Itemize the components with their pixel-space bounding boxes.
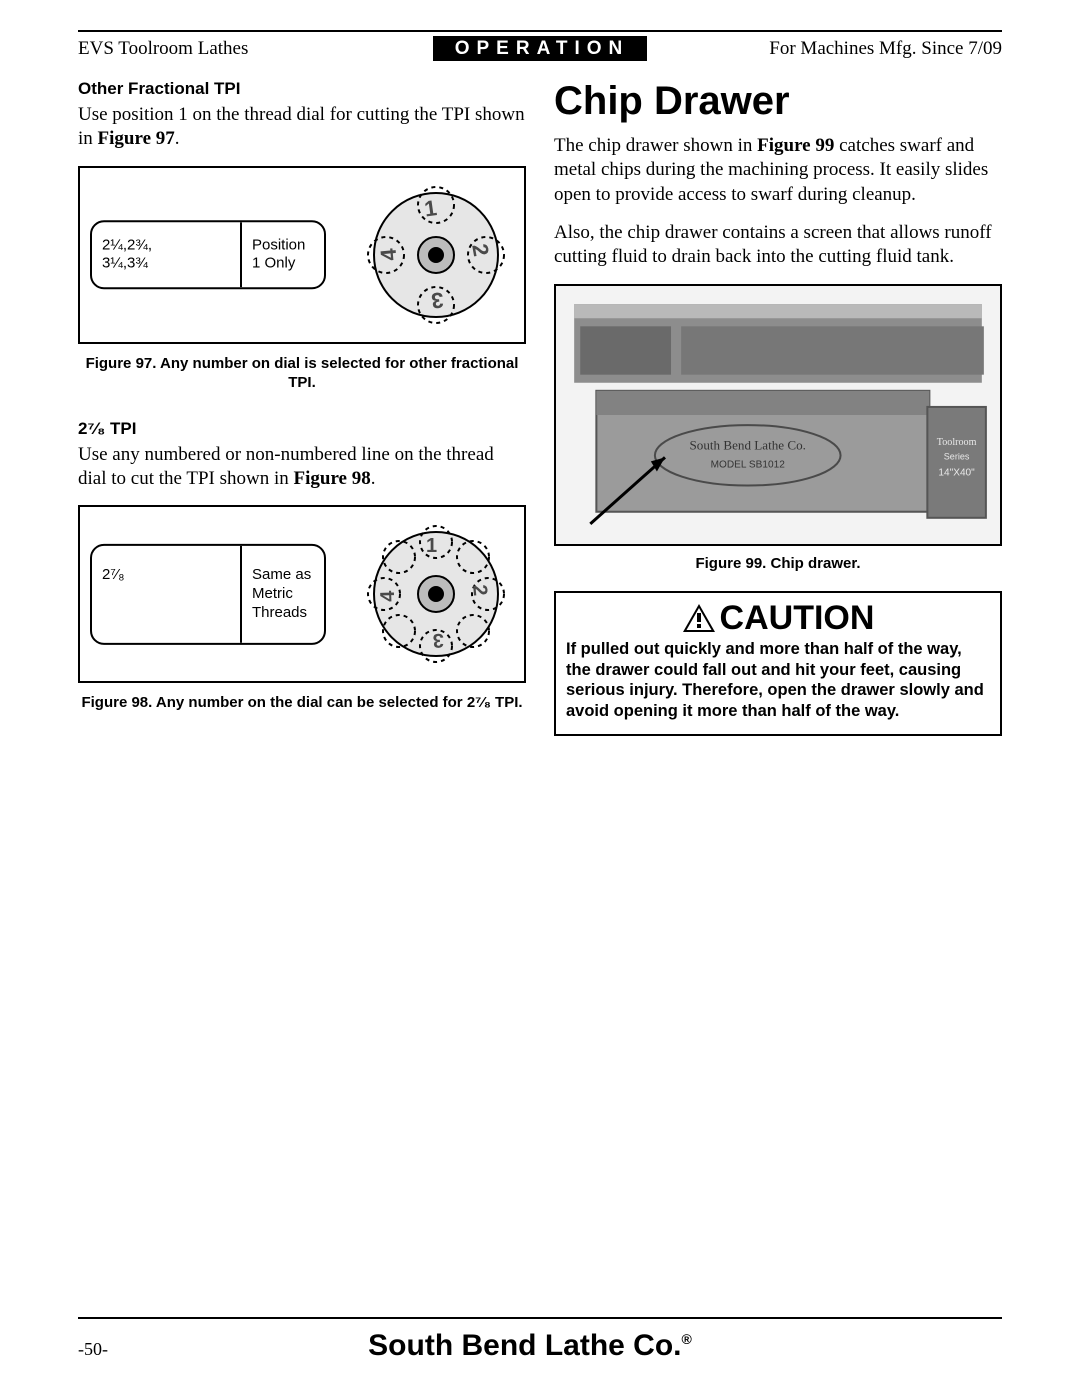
figure-98-caption: Figure 98. Any number on the dial can be…: [78, 693, 526, 713]
text: Same as: [252, 566, 311, 583]
table-cell: 2⁷⁄₈: [92, 546, 242, 642]
text: .: [175, 128, 180, 149]
text: Use any numbered or non-numbered line on…: [78, 444, 494, 489]
header-left: EVS Toolroom Lathes: [78, 38, 433, 60]
page-number: -50-: [78, 1339, 108, 1360]
right-column: Chip Drawer The chip drawer shown in Fig…: [554, 79, 1002, 739]
svg-text:2: 2: [468, 584, 491, 597]
paragraph-chip-2: Also, the chip drawer contains a screen …: [554, 221, 1002, 270]
brand-text: South Bend Lathe Co.: [368, 1329, 681, 1362]
section-title: Chip Drawer: [554, 79, 1002, 124]
header-right: For Machines Mfg. Since 7/09: [647, 38, 1002, 60]
dial-icon: 1 2 3 4: [356, 175, 516, 335]
text: 3¼,3¾: [102, 255, 148, 272]
text: Threads: [252, 604, 307, 621]
svg-text:4: 4: [377, 590, 399, 603]
header-center: OPERATION: [433, 36, 648, 61]
text: 1 Only: [252, 255, 295, 272]
figure-97: 2¼,2¾, 3¼,3¾ Position 1 Only: [78, 166, 526, 344]
table-cell: Same as Metric Threads: [242, 546, 324, 642]
page-header: EVS Toolroom Lathes OPERATION For Machin…: [78, 36, 1002, 61]
figure-99-photo: South Bend Lathe Co. MODEL SB1012 Toolro…: [554, 284, 1002, 546]
registered-mark: ®: [682, 1331, 692, 1347]
subheading-other-fractional: Other Fractional TPI: [78, 79, 526, 99]
figure-97-table: 2¼,2¾, 3¼,3¾ Position 1 Only: [90, 220, 326, 290]
text: 2⁷⁄₈: [102, 566, 125, 583]
svg-text:1: 1: [426, 535, 437, 557]
caution-body: If pulled out quickly and more than half…: [566, 639, 990, 722]
paragraph-278: Use any numbered or non-numbered line on…: [78, 443, 526, 492]
dial-icon: 1 2 3 4: [356, 514, 516, 674]
paragraph-chip-1: The chip drawer shown in Figure 99 catch…: [554, 134, 1002, 207]
svg-text:Series: Series: [944, 451, 970, 461]
text: .: [371, 468, 376, 489]
svg-text:MODEL SB1012: MODEL SB1012: [711, 459, 786, 470]
text: The chip drawer shown in: [554, 135, 757, 156]
left-column: Other Fractional TPI Use position 1 on t…: [78, 79, 526, 739]
table-cell: Position 1 Only: [242, 222, 324, 288]
caution-title: CAUTION: [566, 601, 990, 635]
page-footer: -50- South Bend Lathe Co.®: [78, 1317, 1002, 1363]
figure-98-table: 2⁷⁄₈ Same as Metric Threads: [90, 544, 326, 644]
svg-text:3: 3: [432, 629, 444, 651]
footer-brand: South Bend Lathe Co.®: [108, 1329, 952, 1363]
warning-icon: [682, 603, 716, 633]
figure-98: 2⁷⁄₈ Same as Metric Threads: [78, 505, 526, 683]
svg-text:Toolroom: Toolroom: [937, 437, 977, 448]
figure-ref: Figure 99: [757, 135, 834, 156]
caution-box: CAUTION If pulled out quickly and more t…: [554, 591, 1002, 736]
figure-97-caption: Figure 97. Any number on dial is selecte…: [78, 354, 526, 393]
svg-text:3: 3: [430, 287, 444, 313]
svg-text:14"X40": 14"X40": [938, 467, 975, 478]
subheading-278-tpi: 2⁷⁄₈ TPI: [78, 419, 526, 439]
text: 2¼,2¾,: [102, 236, 152, 253]
caution-label: CAUTION: [720, 599, 875, 637]
table-cell: 2¼,2¾, 3¼,3¾: [92, 222, 242, 288]
figure-99-caption: Figure 99. Chip drawer.: [554, 554, 1002, 574]
text: Position: [252, 236, 305, 253]
figure-ref: Figure 97: [98, 128, 175, 149]
figure-ref: Figure 98: [294, 468, 371, 489]
text: Metric: [252, 585, 293, 602]
svg-text:South Bend Lathe Co.: South Bend Lathe Co.: [689, 437, 805, 452]
paragraph-fractional: Use position 1 on the thread dial for cu…: [78, 103, 526, 152]
